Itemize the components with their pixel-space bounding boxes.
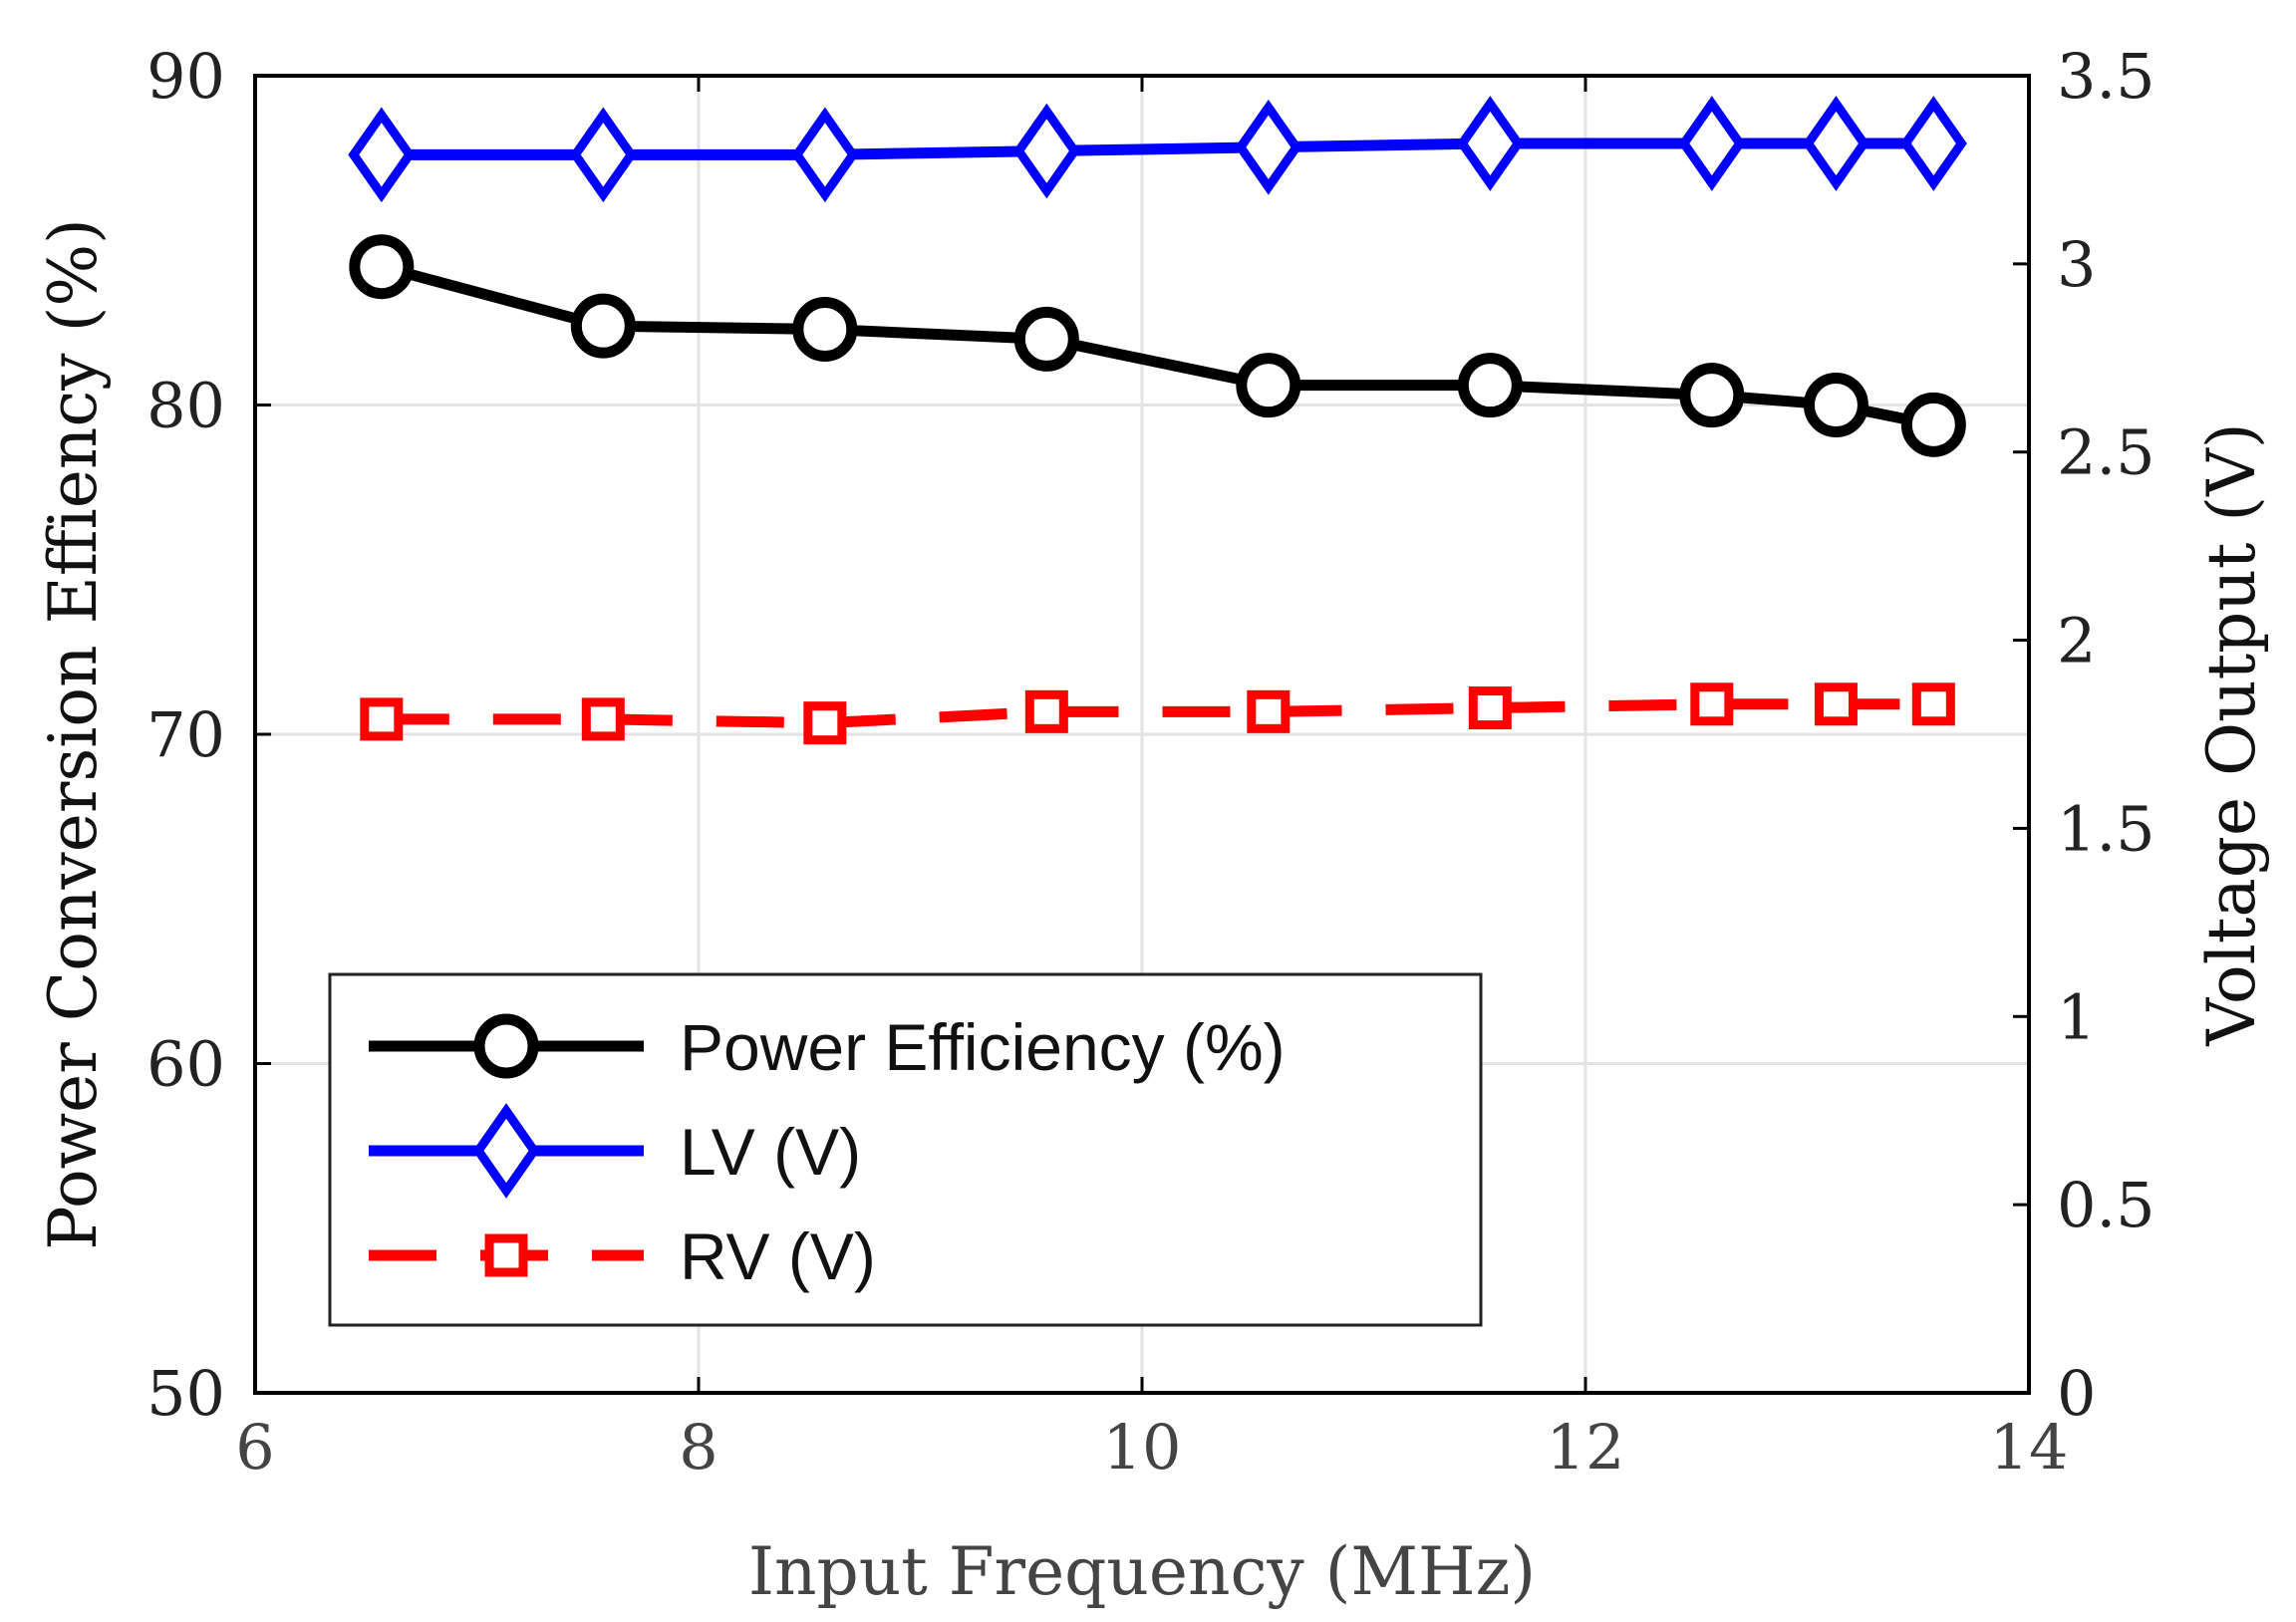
y-left-tick-label: 50	[146, 1357, 225, 1430]
series-3	[360, 682, 1955, 745]
y-right-tick-label: 1.5	[2057, 792, 2155, 865]
y-right-tick-label: 0.5	[2057, 1169, 2155, 1241]
data-point	[1457, 353, 1523, 418]
legend-item: Power Efficiency (%)	[369, 1010, 1286, 1084]
y-axis-right-title: Voltage Output (V)	[2193, 422, 2270, 1046]
data-point	[581, 697, 625, 741]
data-point	[1024, 689, 1068, 733]
y-axis-left-title: Power Conversion Effiency (%)	[35, 218, 112, 1250]
data-point	[1236, 353, 1301, 418]
y-left-tick-label: 90	[146, 40, 225, 113]
legend-label: RV (V)	[680, 1219, 876, 1293]
data-point	[1679, 363, 1745, 428]
legend-marker	[473, 1013, 539, 1079]
legend-item: RV (V)	[369, 1219, 876, 1293]
x-tick-label: 6	[235, 1411, 274, 1484]
series-1	[349, 234, 1966, 457]
ticks: 6 8 10 12 14 50 60 70 80 90 0 0.5 1 1.5 2 2.5 3 3.5	[146, 40, 2155, 1484]
data-point	[1456, 96, 1524, 191]
x-axis-title: Input Frequency (MHz)	[748, 1533, 1536, 1610]
data-point	[1678, 96, 1746, 191]
legend-label: Power Efficiency (%)	[680, 1010, 1286, 1084]
x-tick-label: 14	[1990, 1411, 2069, 1484]
data-point	[1899, 96, 1967, 191]
data-point	[1911, 682, 1955, 726]
y-right-tick-label: 3	[2057, 228, 2096, 301]
y-right-tick-label: 1	[2057, 980, 2096, 1053]
data-point	[1012, 103, 1080, 199]
data-point	[803, 701, 847, 745]
data-point	[569, 107, 637, 203]
y-left-tick-label: 80	[146, 370, 225, 442]
legend-marker	[484, 1233, 528, 1277]
data-point	[360, 697, 404, 741]
y-left-tick-label: 70	[146, 698, 225, 771]
series-2	[348, 96, 1967, 203]
series	[348, 96, 1967, 745]
data-point	[1814, 682, 1858, 726]
y-left-tick-label: 60	[146, 1028, 225, 1101]
data-point	[792, 296, 858, 362]
legend: Power Efficiency (%) LV (V) RV (V)	[328, 972, 1483, 1327]
data-point	[1013, 306, 1079, 372]
y-right-tick-label: 2	[2057, 605, 2096, 677]
data-point	[1235, 99, 1302, 195]
y-right-tick-label: 0	[2057, 1357, 2096, 1430]
data-point	[1900, 392, 1966, 457]
data-point	[1802, 96, 1869, 191]
data-point	[570, 293, 636, 359]
legend-item: LV (V)	[369, 1103, 861, 1199]
x-tick-label: 8	[679, 1411, 718, 1484]
legend-label: LV (V)	[680, 1115, 861, 1189]
data-point	[1690, 682, 1734, 726]
x-tick-label: 10	[1103, 1411, 1182, 1484]
legend-marker	[472, 1103, 540, 1199]
data-point	[349, 234, 415, 300]
y-right-tick-label: 3.5	[2057, 40, 2155, 113]
x-tick-label: 12	[1547, 1411, 1625, 1484]
data-point	[1247, 689, 1291, 733]
data-point	[1468, 686, 1512, 730]
data-point	[348, 107, 416, 203]
data-point	[1803, 373, 1868, 437]
y-right-tick-label: 2.5	[2057, 416, 2155, 489]
data-point	[791, 107, 859, 203]
